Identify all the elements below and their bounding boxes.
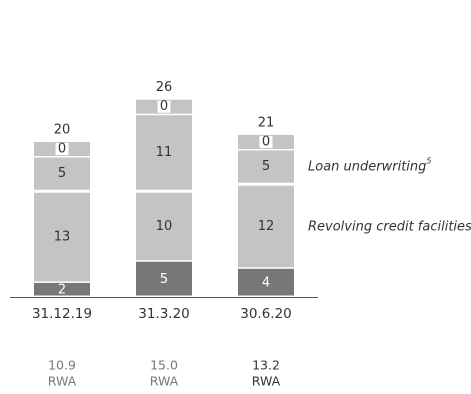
series-label-superscript-0: 5 (426, 156, 431, 165)
bar-segment-0-0 (34, 282, 90, 296)
data-label-1-0: 5 (160, 272, 168, 287)
data-label-0-2: 5 (58, 166, 66, 181)
rwa-value-0: 10.9 (48, 358, 76, 373)
total-label-0: 20 (54, 123, 71, 138)
category-label-0: 31.12.19 (32, 306, 92, 322)
data-label-2-3: 0 (262, 134, 270, 149)
rwa-caption-1: RWA (150, 374, 179, 389)
zero-value-box-2 (259, 135, 273, 148)
bar-segment-0-2 (34, 157, 90, 190)
zero-value-box-0 (55, 143, 69, 155)
series-label-text-0: Loan underwriting (308, 159, 426, 174)
rwa-caption-2: RWA (252, 374, 281, 389)
data-label-2-1: 12 (258, 219, 275, 234)
data-label-0-3: 0 (58, 142, 66, 157)
bar-segment-2-1 (238, 185, 294, 268)
zero-value-box-1 (157, 100, 171, 113)
bar-segment-2-2 (238, 150, 294, 183)
data-label-1-3: 0 (160, 99, 168, 114)
data-label-0-1: 13 (54, 230, 71, 245)
series-label-0: Loan underwriting5 (308, 156, 432, 174)
data-label-1-1: 10 (156, 219, 173, 234)
bar-segment-1-0 (136, 261, 192, 296)
category-label-2: 30.6.20 (240, 306, 292, 322)
data-label-2-2: 5 (262, 159, 270, 174)
rwa-value-2: 13.2 (252, 358, 280, 373)
bar-segment-2-0 (238, 268, 294, 296)
rwa-value-1: 15.0 (150, 358, 178, 373)
data-label-1-2: 11 (156, 145, 173, 160)
labels-layer: 213502031.12.1910.9RWA5101102631.3.2015.… (32, 80, 471, 388)
bar-segment-1-1 (136, 192, 192, 261)
bars-layer (34, 99, 294, 296)
series-label-1: Revolving credit facilities (308, 219, 471, 234)
bar-segment-0-1 (34, 192, 90, 282)
total-label-2: 21 (258, 115, 275, 130)
data-label-2-0: 4 (262, 275, 270, 290)
data-label-0-0: 2 (58, 282, 66, 297)
total-label-1: 26 (156, 80, 173, 95)
category-label-1: 31.3.20 (138, 306, 190, 322)
series-label-text-1: Revolving credit facilities (308, 219, 471, 234)
rwa-caption-0: RWA (48, 374, 77, 389)
bar-segment-1-2 (136, 115, 192, 190)
